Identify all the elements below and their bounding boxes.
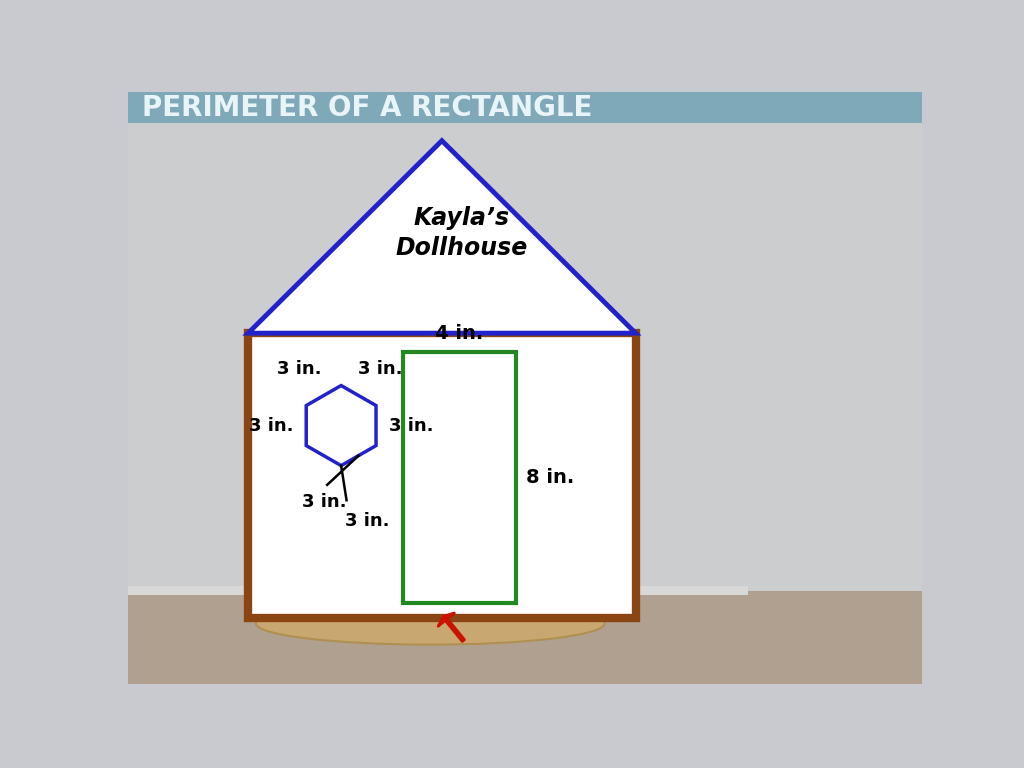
Text: Kayla’s
Dollhouse: Kayla’s Dollhouse	[395, 207, 527, 260]
Text: 3 in.: 3 in.	[358, 360, 402, 378]
Bar	[128, 591, 922, 684]
Polygon shape	[248, 141, 636, 333]
Text: 3 in.: 3 in.	[249, 416, 293, 435]
Bar	[128, 92, 922, 123]
Text: 3 in.: 3 in.	[345, 511, 389, 530]
Bar	[128, 123, 922, 591]
Text: 3 in.: 3 in.	[389, 416, 434, 435]
Ellipse shape	[256, 602, 604, 644]
Text: 3 in.: 3 in.	[302, 492, 347, 511]
Bar	[248, 333, 636, 618]
Text: 3 in.: 3 in.	[278, 360, 322, 378]
Text: 8 in.: 8 in.	[525, 468, 573, 487]
Bar	[128, 586, 748, 595]
Bar	[403, 353, 515, 603]
Text: 4 in.: 4 in.	[435, 324, 483, 343]
Text: PERIMETER OF A RECTANGLE: PERIMETER OF A RECTANGLE	[142, 94, 592, 121]
